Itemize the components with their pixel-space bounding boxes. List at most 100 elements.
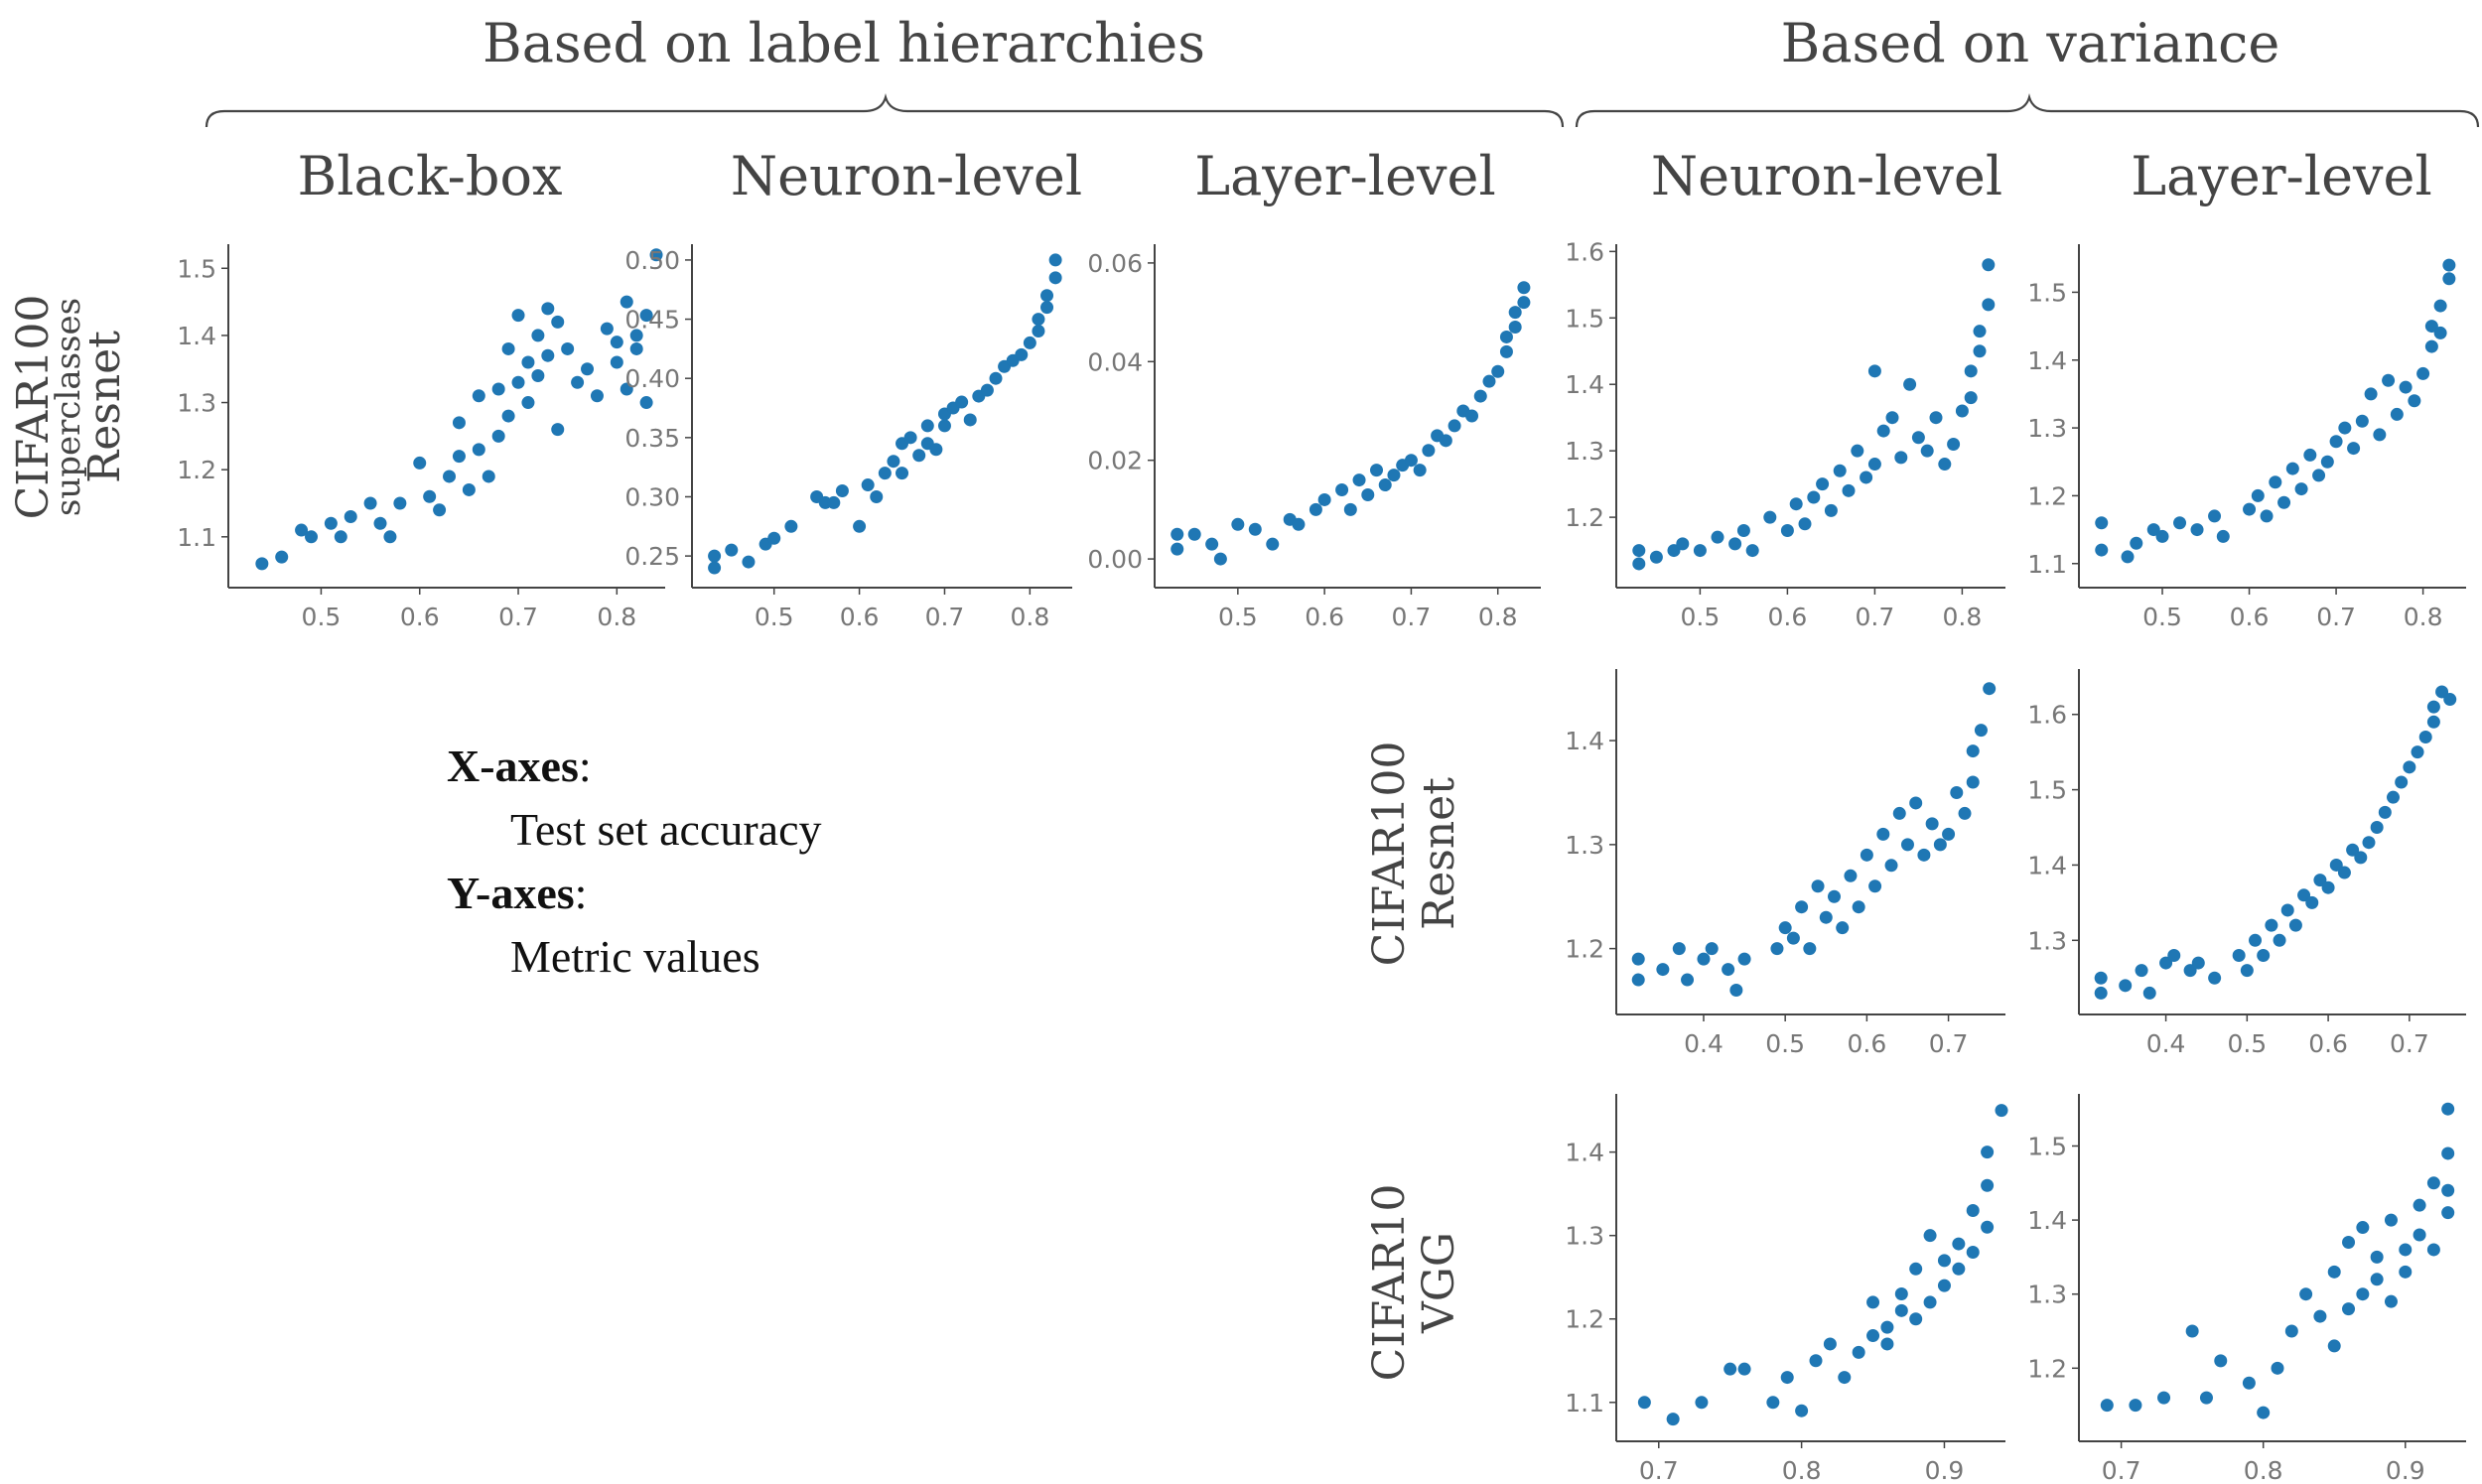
data-point bbox=[1631, 973, 1645, 987]
data-point bbox=[2426, 1176, 2440, 1190]
data-point bbox=[1676, 537, 1690, 551]
data-point bbox=[1824, 503, 1838, 517]
data-point bbox=[1766, 1396, 1780, 1410]
data-point bbox=[1482, 374, 1496, 388]
y-tick-label: 0.04 bbox=[1087, 347, 1143, 376]
column-header-layer-level-var: Layer-level bbox=[2131, 145, 2432, 207]
data-point bbox=[2159, 956, 2173, 970]
y-tick-label: 1.5 bbox=[2027, 776, 2067, 805]
data-point bbox=[2347, 442, 2361, 456]
data-point bbox=[1981, 1220, 1995, 1234]
data-point bbox=[334, 530, 347, 544]
data-point bbox=[1819, 910, 1833, 924]
data-point bbox=[1876, 424, 1890, 438]
data-point bbox=[1508, 306, 1522, 320]
data-point bbox=[1499, 330, 1513, 343]
data-point bbox=[1964, 364, 1978, 378]
data-point bbox=[870, 489, 884, 503]
data-point bbox=[1860, 471, 1873, 484]
data-point bbox=[1958, 806, 1972, 820]
x-tick-label: 0.5 bbox=[755, 603, 794, 631]
data-point bbox=[462, 482, 476, 496]
data-point bbox=[2199, 1391, 2213, 1405]
y-tick-label: 1.5 bbox=[2027, 1132, 2067, 1160]
data-point bbox=[2338, 421, 2352, 435]
data-point bbox=[2441, 1183, 2455, 1197]
data-point bbox=[1266, 537, 1280, 551]
data-point bbox=[1786, 931, 1800, 945]
data-point bbox=[1966, 744, 1980, 758]
x-tick-label: 0.5 bbox=[2227, 1029, 2267, 1058]
data-point bbox=[2441, 1102, 2455, 1116]
data-point bbox=[2426, 715, 2440, 729]
y-tick-label: 1.1 bbox=[177, 523, 216, 552]
data-point bbox=[1981, 1146, 1995, 1159]
data-point bbox=[255, 557, 269, 571]
data-point bbox=[501, 409, 515, 423]
x-tick-label: 0.4 bbox=[2146, 1029, 2186, 1058]
data-point bbox=[1023, 336, 1036, 349]
data-point bbox=[1187, 527, 1201, 541]
legend-y-value: Metric values bbox=[510, 931, 760, 982]
data-point bbox=[2408, 394, 2421, 408]
data-point bbox=[1656, 963, 1670, 977]
x-tick-label: 0.5 bbox=[1218, 603, 1258, 631]
data-point bbox=[963, 413, 977, 427]
data-point bbox=[443, 470, 457, 483]
data-point bbox=[725, 543, 739, 557]
data-point bbox=[853, 519, 867, 533]
data-point bbox=[1040, 289, 1054, 303]
x-tick-label: 0.5 bbox=[1681, 603, 1721, 631]
data-point bbox=[541, 348, 555, 362]
data-point bbox=[561, 341, 575, 355]
data-point bbox=[2426, 700, 2440, 714]
data-point bbox=[2382, 373, 2396, 387]
data-point bbox=[2269, 475, 2282, 489]
y-tick-label: 1.4 bbox=[2027, 346, 2067, 375]
y-tick-label: 1.4 bbox=[1565, 370, 1604, 399]
data-point bbox=[2354, 851, 2368, 865]
data-point bbox=[383, 530, 397, 544]
data-point bbox=[531, 329, 545, 342]
data-point bbox=[1695, 1396, 1709, 1410]
data-point bbox=[2342, 1302, 2356, 1316]
data-point bbox=[989, 371, 1003, 385]
y-tick-label: 1.2 bbox=[2027, 481, 2067, 510]
data-point bbox=[1637, 1396, 1651, 1410]
data-point bbox=[1335, 483, 1349, 497]
data-point bbox=[2370, 1250, 2384, 1264]
data-point bbox=[1982, 258, 1996, 272]
data-point bbox=[1938, 458, 1952, 472]
data-point bbox=[2395, 775, 2409, 789]
data-point bbox=[511, 375, 525, 389]
data-point bbox=[2387, 790, 2401, 804]
data-point bbox=[1491, 364, 1505, 378]
data-point bbox=[1728, 537, 1742, 551]
data-point bbox=[501, 341, 515, 355]
data-point bbox=[1880, 1337, 1894, 1351]
data-point bbox=[2329, 435, 2343, 449]
data-point bbox=[937, 419, 951, 433]
data-point bbox=[1981, 1178, 1995, 1192]
y-tick-label: 1.5 bbox=[177, 254, 216, 283]
data-point bbox=[1517, 296, 1531, 310]
data-point bbox=[1952, 1237, 1966, 1251]
data-point bbox=[2364, 387, 2378, 401]
data-point bbox=[2191, 956, 2205, 970]
data-point bbox=[2260, 509, 2274, 523]
data-point bbox=[452, 416, 466, 430]
data-point bbox=[1632, 544, 1646, 558]
data-point bbox=[2355, 414, 2369, 428]
data-point bbox=[1973, 344, 1987, 358]
x-tick-label: 0.7 bbox=[2102, 1456, 2141, 1484]
y-tick-label: 0.06 bbox=[1087, 249, 1143, 278]
data-point bbox=[1448, 419, 1461, 433]
y-tick-label: 0.25 bbox=[624, 542, 680, 571]
column-header-neuron-level-var: Neuron-level bbox=[1651, 145, 2002, 207]
data-point bbox=[827, 495, 841, 509]
x-tick-label: 0.5 bbox=[1765, 1029, 1805, 1058]
data-point bbox=[784, 519, 798, 533]
data-point bbox=[1048, 253, 1062, 267]
data-point bbox=[2312, 469, 2326, 482]
x-tick-label: 0.8 bbox=[597, 603, 636, 631]
